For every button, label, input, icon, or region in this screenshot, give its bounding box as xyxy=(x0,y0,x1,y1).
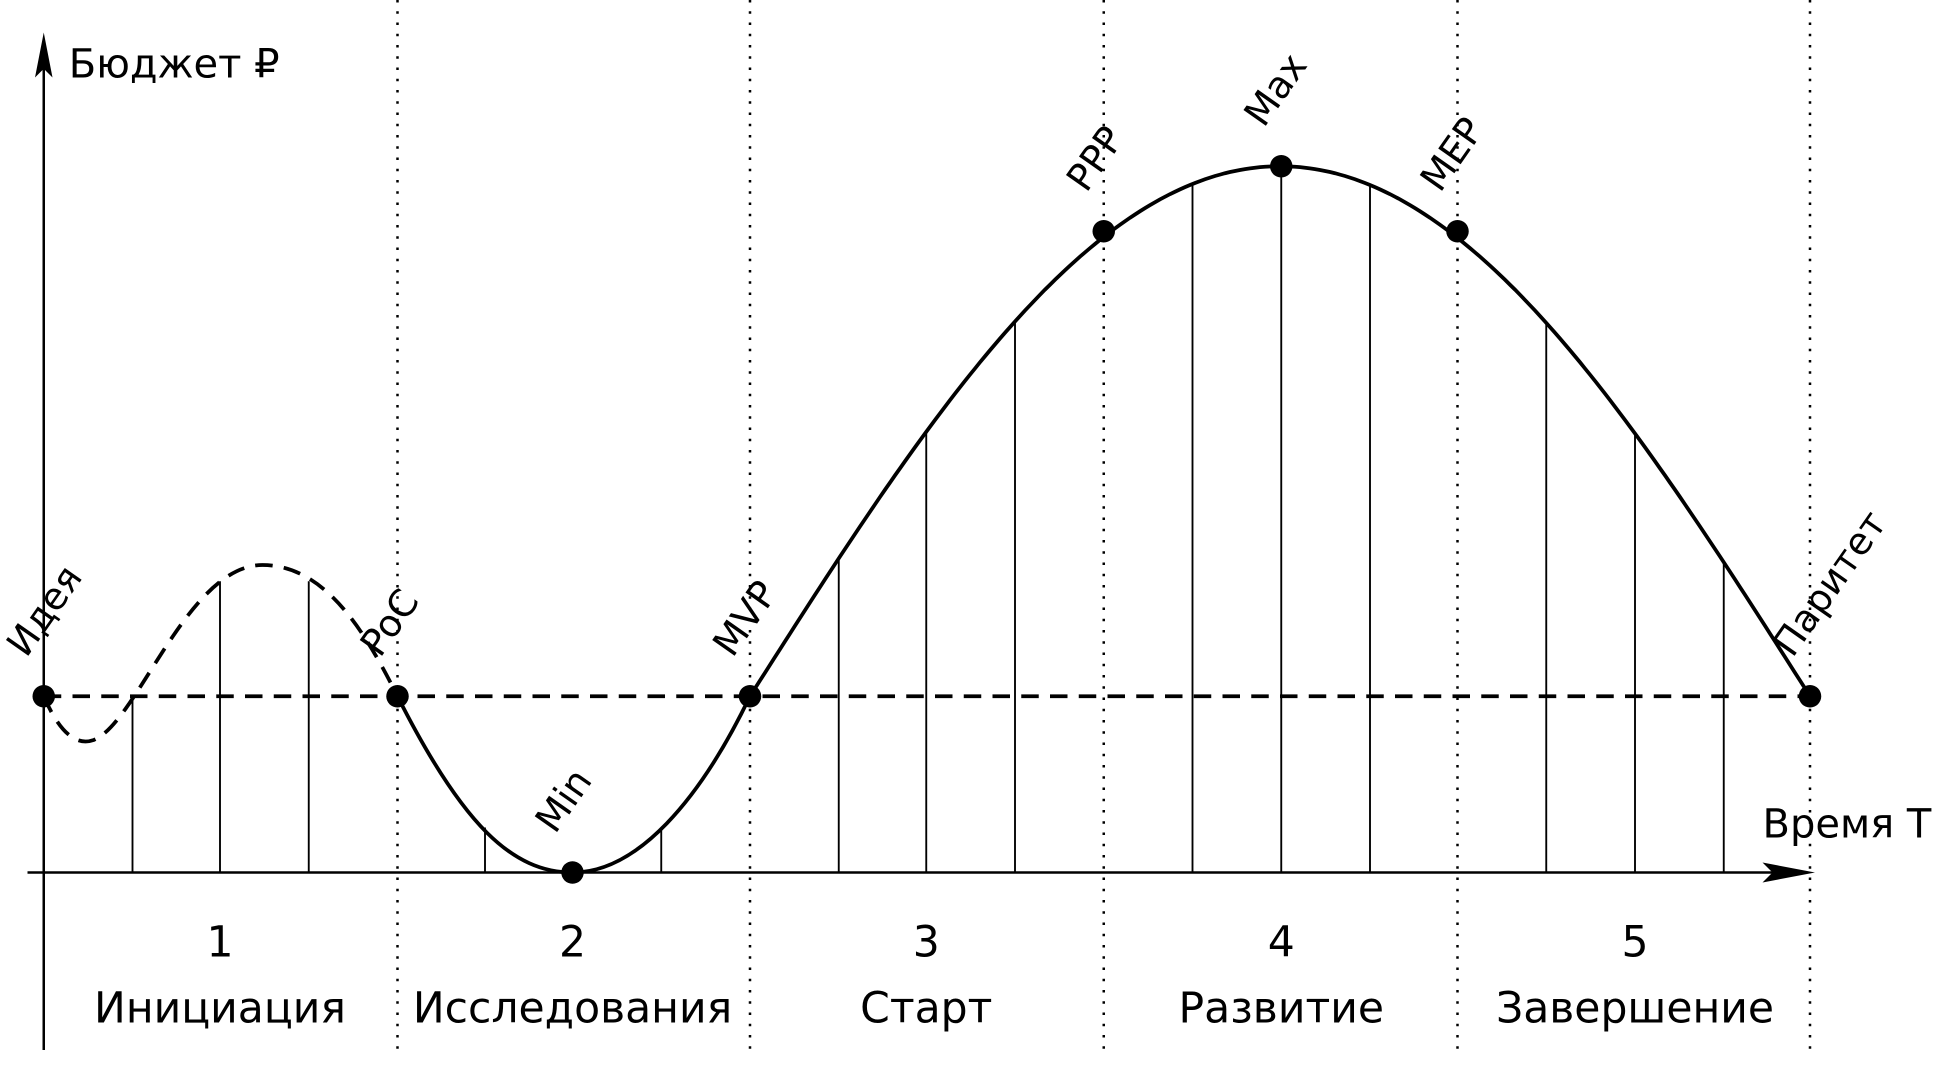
point xyxy=(561,861,584,884)
phase-name: Старт xyxy=(860,985,992,1034)
y-arrow xyxy=(35,32,53,78)
point-label: Min xyxy=(526,760,600,840)
x-axis-label: Время T xyxy=(1763,802,1932,848)
y-axis-label: Бюджет ₽ xyxy=(69,42,280,88)
phase-number: 4 xyxy=(1268,918,1295,967)
point-label: Идея xyxy=(0,557,91,664)
phase-number: 3 xyxy=(913,918,940,967)
point xyxy=(1270,155,1293,178)
phases: 1 Инициация 2 Исследования 3 Старт 4 Развитие 5 З… xyxy=(94,918,1774,1033)
point-label: PPP xyxy=(1058,118,1133,199)
point xyxy=(738,685,762,708)
phase-number: 2 xyxy=(559,918,586,967)
point-label: MEP xyxy=(1411,109,1492,199)
phase-name: Завершение xyxy=(1496,985,1774,1034)
point-label: Паритет xyxy=(1764,503,1895,664)
point-label: Max xyxy=(1235,45,1316,134)
phase-number: 5 xyxy=(1621,918,1648,967)
phase-name: Инициация xyxy=(94,985,346,1034)
point-label: MVP xyxy=(704,573,786,664)
main-curve xyxy=(748,164,1812,698)
phase-name: Исследования xyxy=(413,985,732,1034)
hatch-lines xyxy=(131,166,1725,873)
x-arrow xyxy=(1762,862,1815,883)
point xyxy=(1092,220,1115,243)
phase-number: 1 xyxy=(206,918,233,967)
idea-curve xyxy=(42,563,400,744)
point xyxy=(1798,685,1822,708)
point xyxy=(386,685,409,708)
point xyxy=(32,685,55,708)
phase-name: Развитие xyxy=(1179,985,1384,1034)
points: Идея PoC Min MVP PPP Max MEP Паритет xyxy=(0,45,1895,884)
point xyxy=(1446,220,1469,243)
point-label: PoC xyxy=(351,581,427,664)
